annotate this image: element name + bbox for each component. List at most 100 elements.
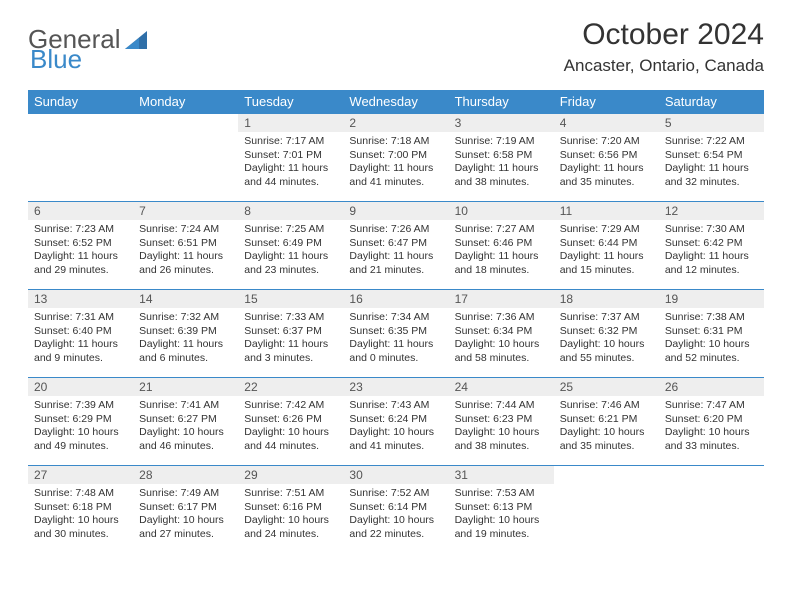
calendar-body: 1Sunrise: 7:17 AMSunset: 7:01 PMDaylight… xyxy=(28,114,764,554)
calendar-week: 13Sunrise: 7:31 AMSunset: 6:40 PMDayligh… xyxy=(28,290,764,378)
calendar-day: 10Sunrise: 7:27 AMSunset: 6:46 PMDayligh… xyxy=(449,202,554,290)
weekday-header: Monday xyxy=(133,90,238,114)
day-details: Sunrise: 7:34 AMSunset: 6:35 PMDaylight:… xyxy=(343,308,448,370)
day-details: Sunrise: 7:48 AMSunset: 6:18 PMDaylight:… xyxy=(28,484,133,546)
day-number: 24 xyxy=(449,378,554,396)
calendar-day: 4Sunrise: 7:20 AMSunset: 6:56 PMDaylight… xyxy=(554,114,659,202)
day-details: Sunrise: 7:46 AMSunset: 6:21 PMDaylight:… xyxy=(554,396,659,458)
day-details: Sunrise: 7:23 AMSunset: 6:52 PMDaylight:… xyxy=(28,220,133,282)
calendar-day: 13Sunrise: 7:31 AMSunset: 6:40 PMDayligh… xyxy=(28,290,133,378)
day-details: Sunrise: 7:51 AMSunset: 6:16 PMDaylight:… xyxy=(238,484,343,546)
day-details: Sunrise: 7:30 AMSunset: 6:42 PMDaylight:… xyxy=(659,220,764,282)
weekday-header: Tuesday xyxy=(238,90,343,114)
calendar-day: 29Sunrise: 7:51 AMSunset: 6:16 PMDayligh… xyxy=(238,466,343,554)
calendar-empty xyxy=(659,466,764,554)
day-details: Sunrise: 7:31 AMSunset: 6:40 PMDaylight:… xyxy=(28,308,133,370)
logo-triangle-icon xyxy=(125,31,147,49)
day-details: Sunrise: 7:43 AMSunset: 6:24 PMDaylight:… xyxy=(343,396,448,458)
calendar-empty xyxy=(133,114,238,202)
day-number: 7 xyxy=(133,202,238,220)
calendar-day: 15Sunrise: 7:33 AMSunset: 6:37 PMDayligh… xyxy=(238,290,343,378)
calendar-week: 1Sunrise: 7:17 AMSunset: 7:01 PMDaylight… xyxy=(28,114,764,202)
calendar-empty xyxy=(28,114,133,202)
calendar-day: 7Sunrise: 7:24 AMSunset: 6:51 PMDaylight… xyxy=(133,202,238,290)
weekday-header: Friday xyxy=(554,90,659,114)
weekday-header: Wednesday xyxy=(343,90,448,114)
day-details: Sunrise: 7:25 AMSunset: 6:49 PMDaylight:… xyxy=(238,220,343,282)
day-number: 12 xyxy=(659,202,764,220)
day-number: 29 xyxy=(238,466,343,484)
day-number: 30 xyxy=(343,466,448,484)
calendar-day: 26Sunrise: 7:47 AMSunset: 6:20 PMDayligh… xyxy=(659,378,764,466)
day-details: Sunrise: 7:18 AMSunset: 7:00 PMDaylight:… xyxy=(343,132,448,194)
calendar-day: 21Sunrise: 7:41 AMSunset: 6:27 PMDayligh… xyxy=(133,378,238,466)
weekday-header: Sunday xyxy=(28,90,133,114)
day-number: 13 xyxy=(28,290,133,308)
calendar-day: 6Sunrise: 7:23 AMSunset: 6:52 PMDaylight… xyxy=(28,202,133,290)
day-number: 28 xyxy=(133,466,238,484)
location: Ancaster, Ontario, Canada xyxy=(564,56,764,76)
calendar-day: 5Sunrise: 7:22 AMSunset: 6:54 PMDaylight… xyxy=(659,114,764,202)
day-details: Sunrise: 7:38 AMSunset: 6:31 PMDaylight:… xyxy=(659,308,764,370)
day-details: Sunrise: 7:20 AMSunset: 6:56 PMDaylight:… xyxy=(554,132,659,194)
day-details: Sunrise: 7:37 AMSunset: 6:32 PMDaylight:… xyxy=(554,308,659,370)
calendar-day: 22Sunrise: 7:42 AMSunset: 6:26 PMDayligh… xyxy=(238,378,343,466)
day-number: 21 xyxy=(133,378,238,396)
day-number: 8 xyxy=(238,202,343,220)
day-details: Sunrise: 7:29 AMSunset: 6:44 PMDaylight:… xyxy=(554,220,659,282)
calendar-day: 2Sunrise: 7:18 AMSunset: 7:00 PMDaylight… xyxy=(343,114,448,202)
calendar-day: 11Sunrise: 7:29 AMSunset: 6:44 PMDayligh… xyxy=(554,202,659,290)
calendar-day: 18Sunrise: 7:37 AMSunset: 6:32 PMDayligh… xyxy=(554,290,659,378)
calendar-day: 1Sunrise: 7:17 AMSunset: 7:01 PMDaylight… xyxy=(238,114,343,202)
day-details: Sunrise: 7:26 AMSunset: 6:47 PMDaylight:… xyxy=(343,220,448,282)
calendar-day: 14Sunrise: 7:32 AMSunset: 6:39 PMDayligh… xyxy=(133,290,238,378)
day-number: 22 xyxy=(238,378,343,396)
calendar-day: 12Sunrise: 7:30 AMSunset: 6:42 PMDayligh… xyxy=(659,202,764,290)
day-number: 9 xyxy=(343,202,448,220)
weekday-header: Saturday xyxy=(659,90,764,114)
day-details: Sunrise: 7:32 AMSunset: 6:39 PMDaylight:… xyxy=(133,308,238,370)
calendar-empty xyxy=(554,466,659,554)
day-number: 1 xyxy=(238,114,343,132)
calendar-day: 19Sunrise: 7:38 AMSunset: 6:31 PMDayligh… xyxy=(659,290,764,378)
day-details: Sunrise: 7:22 AMSunset: 6:54 PMDaylight:… xyxy=(659,132,764,194)
day-details: Sunrise: 7:44 AMSunset: 6:23 PMDaylight:… xyxy=(449,396,554,458)
day-number: 10 xyxy=(449,202,554,220)
day-number: 3 xyxy=(449,114,554,132)
day-number: 23 xyxy=(343,378,448,396)
calendar-table: SundayMondayTuesdayWednesdayThursdayFrid… xyxy=(28,90,764,554)
day-details: Sunrise: 7:17 AMSunset: 7:01 PMDaylight:… xyxy=(238,132,343,194)
day-number: 6 xyxy=(28,202,133,220)
day-details: Sunrise: 7:24 AMSunset: 6:51 PMDaylight:… xyxy=(133,220,238,282)
day-number: 17 xyxy=(449,290,554,308)
calendar-day: 3Sunrise: 7:19 AMSunset: 6:58 PMDaylight… xyxy=(449,114,554,202)
calendar-day: 25Sunrise: 7:46 AMSunset: 6:21 PMDayligh… xyxy=(554,378,659,466)
day-number: 15 xyxy=(238,290,343,308)
calendar-day: 23Sunrise: 7:43 AMSunset: 6:24 PMDayligh… xyxy=(343,378,448,466)
day-details: Sunrise: 7:49 AMSunset: 6:17 PMDaylight:… xyxy=(133,484,238,546)
day-number: 25 xyxy=(554,378,659,396)
day-details: Sunrise: 7:41 AMSunset: 6:27 PMDaylight:… xyxy=(133,396,238,458)
day-number: 31 xyxy=(449,466,554,484)
weekday-header: Thursday xyxy=(449,90,554,114)
day-details: Sunrise: 7:36 AMSunset: 6:34 PMDaylight:… xyxy=(449,308,554,370)
calendar-day: 20Sunrise: 7:39 AMSunset: 6:29 PMDayligh… xyxy=(28,378,133,466)
calendar-day: 16Sunrise: 7:34 AMSunset: 6:35 PMDayligh… xyxy=(343,290,448,378)
calendar-day: 27Sunrise: 7:48 AMSunset: 6:18 PMDayligh… xyxy=(28,466,133,554)
day-number: 19 xyxy=(659,290,764,308)
day-number: 11 xyxy=(554,202,659,220)
day-details: Sunrise: 7:19 AMSunset: 6:58 PMDaylight:… xyxy=(449,132,554,194)
day-number: 2 xyxy=(343,114,448,132)
day-number: 14 xyxy=(133,290,238,308)
month-title: October 2024 xyxy=(564,18,764,52)
day-details: Sunrise: 7:42 AMSunset: 6:26 PMDaylight:… xyxy=(238,396,343,458)
day-details: Sunrise: 7:53 AMSunset: 6:13 PMDaylight:… xyxy=(449,484,554,546)
calendar-week: 20Sunrise: 7:39 AMSunset: 6:29 PMDayligh… xyxy=(28,378,764,466)
calendar-day: 28Sunrise: 7:49 AMSunset: 6:17 PMDayligh… xyxy=(133,466,238,554)
title-block: October 2024 Ancaster, Ontario, Canada xyxy=(564,18,764,76)
day-number: 5 xyxy=(659,114,764,132)
calendar-day: 30Sunrise: 7:52 AMSunset: 6:14 PMDayligh… xyxy=(343,466,448,554)
day-number: 27 xyxy=(28,466,133,484)
calendar-day: 9Sunrise: 7:26 AMSunset: 6:47 PMDaylight… xyxy=(343,202,448,290)
day-details: Sunrise: 7:39 AMSunset: 6:29 PMDaylight:… xyxy=(28,396,133,458)
